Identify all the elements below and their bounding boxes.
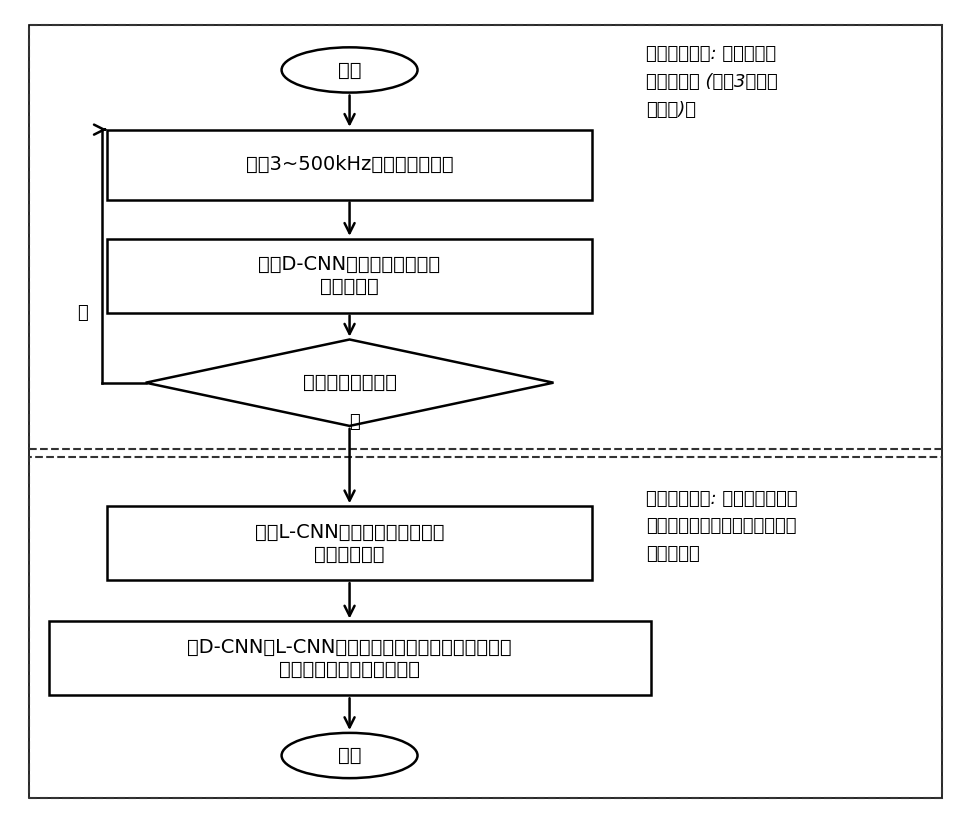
Text: 测量3~500kHz频段的传递函数: 测量3~500kHz频段的传递函数: [246, 155, 453, 174]
Polygon shape: [146, 339, 553, 426]
Text: 局部老化探测: 每隔一段时
间探测一次 (例如3个月探
测一次)。: 局部老化探测: 每隔一段时 间探测一次 (例如3个月探 测一次)。: [646, 45, 778, 119]
Bar: [107, 239, 592, 313]
Bar: [107, 130, 592, 200]
Bar: [49, 621, 651, 695]
Text: 对D-CNN和L-CNN的结果进行综合分析。在严重老化
和热点老化情况下发出警报: 对D-CNN和L-CNN的结果进行综合分析。在严重老化 和热点老化情况下发出警报: [187, 638, 512, 679]
Text: 使用L-CNN实现局部老化定位和
老化程度估计: 使用L-CNN实现局部老化定位和 老化程度估计: [254, 523, 445, 564]
Text: 开始: 开始: [338, 60, 361, 80]
Text: 是: 是: [349, 413, 360, 431]
Ellipse shape: [282, 732, 418, 779]
Text: 结束: 结束: [338, 746, 361, 765]
Text: 探测到局部老化？: 探测到局部老化？: [303, 373, 396, 393]
Text: 否: 否: [77, 304, 88, 322]
Bar: [29, 457, 942, 798]
Bar: [107, 506, 592, 580]
Bar: [29, 25, 942, 449]
Text: 局部老化定位: 得到老化位置和
老化严重程度信息。向维护人员
发出警报。: 局部老化定位: 得到老化位置和 老化严重程度信息。向维护人员 发出警报。: [646, 490, 797, 563]
Ellipse shape: [282, 47, 418, 93]
Text: 使用D-CNN实现局部老化探测
与初步定位: 使用D-CNN实现局部老化探测 与初步定位: [258, 255, 441, 296]
